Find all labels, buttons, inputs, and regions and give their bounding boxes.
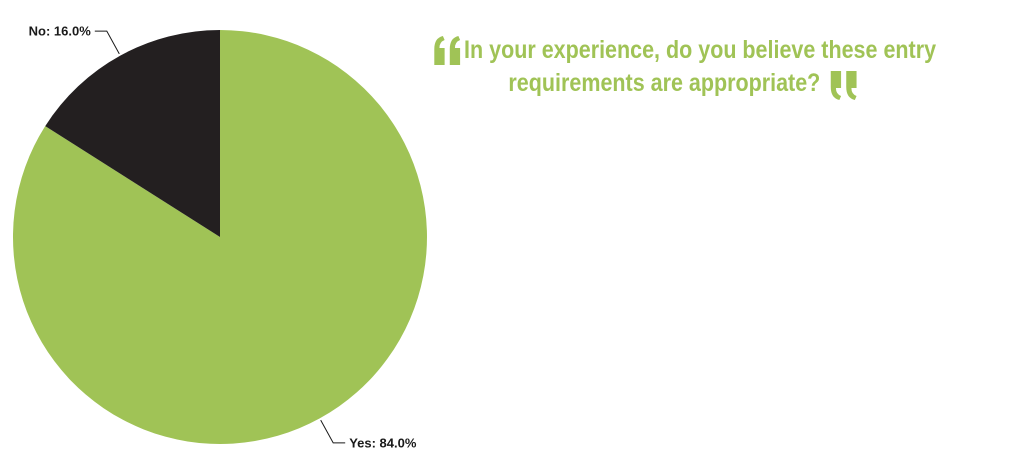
leader-line-no xyxy=(94,30,120,55)
chart-question: In your experience, do you believe these… xyxy=(430,34,937,101)
question-text-line-1: In your experience, do you believe these… xyxy=(464,36,937,64)
slice-label-no: No: 16.0% xyxy=(29,24,92,39)
question-line-2: requirements are appropriate? xyxy=(430,67,937,100)
pie-slice-no xyxy=(45,29,220,237)
slice-label-yes: Yes: 84.0% xyxy=(349,435,417,450)
leader-line-yes xyxy=(320,419,346,444)
pie-labels: Yes: 84.0% No: 16.0% xyxy=(29,24,417,451)
pie-slices xyxy=(12,29,427,444)
open-quote-icon xyxy=(433,36,460,66)
question-line-1: In your experience, do you believe these… xyxy=(430,34,937,67)
pie-slice-yes xyxy=(12,30,427,444)
close-quote-icon xyxy=(830,70,857,100)
question-text-line-2: requirements are appropriate? xyxy=(508,69,821,98)
